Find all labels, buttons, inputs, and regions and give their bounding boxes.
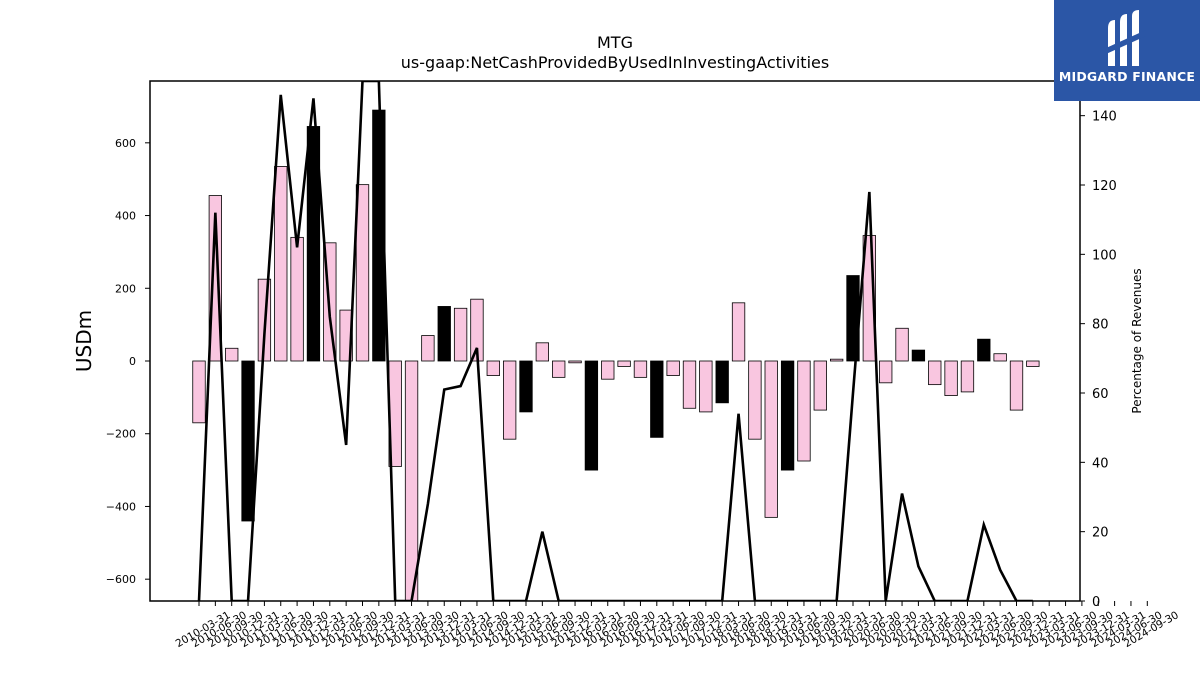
bar: [437, 306, 451, 362]
y-axis-label: USDm: [72, 310, 96, 372]
bar: [1026, 360, 1040, 367]
bar: [813, 360, 827, 411]
y2-tick-label: 80: [1092, 318, 1109, 333]
bar: [764, 360, 778, 518]
bar: [486, 360, 500, 376]
bar: [208, 195, 223, 362]
bar: [797, 360, 811, 462]
bar: [274, 166, 288, 362]
bar: [879, 360, 893, 384]
bar: [682, 360, 697, 409]
bar: [911, 349, 926, 362]
bar: [421, 335, 435, 362]
y-tick-label: 400: [115, 210, 136, 223]
y-tick-label: 200: [115, 282, 136, 295]
chart-title: MTG: [597, 33, 633, 52]
plot-area: −600 −400 −200 0 200 400 600 0 20 40 60 80 100 120 140…: [106, 80, 1181, 650]
bar: [748, 360, 762, 440]
bar: [944, 360, 958, 396]
y-tick-label: 0: [129, 355, 136, 368]
bar: [830, 358, 844, 362]
bar: [699, 360, 713, 413]
y-tick-label: 600: [115, 137, 136, 150]
bar: [355, 184, 370, 362]
bar: [290, 236, 304, 362]
bar: [502, 360, 517, 440]
bar: [715, 360, 729, 404]
y2-tick-label: 100: [1092, 248, 1117, 263]
bar: [453, 307, 468, 362]
bar: [404, 360, 419, 601]
bar: [225, 347, 239, 362]
bar: [1009, 360, 1024, 411]
y2-tick-label: 120: [1092, 179, 1117, 194]
logo-text: MIDGARD FINANCE: [1058, 69, 1196, 84]
bar: [928, 360, 942, 386]
y-tick-label: −200: [106, 428, 136, 441]
y-tick-label: −600: [106, 573, 136, 586]
y2-tick-label: 140: [1092, 110, 1117, 125]
bar: [601, 360, 615, 380]
bar: [633, 360, 648, 378]
bar: [960, 360, 975, 393]
bar: [650, 360, 664, 438]
bar: [731, 302, 746, 362]
chart-subtitle: us-gaap:NetCashProvidedByUsedInInvesting…: [401, 53, 829, 72]
bar: [977, 338, 991, 362]
bar: [192, 360, 206, 424]
line-group: [197, 81, 1033, 601]
bar: [535, 342, 549, 362]
y2-tick-label: 60: [1092, 387, 1109, 402]
bar: [568, 360, 582, 364]
bar: [617, 360, 631, 367]
logo-mark-icon: [1106, 10, 1146, 66]
bar: [666, 360, 680, 376]
bar: [306, 126, 321, 362]
y2-axis-label: Percentage of Revenues: [1130, 268, 1144, 413]
percentage-line: [197, 81, 1033, 601]
bar: [241, 360, 255, 522]
plot-frame: [149, 80, 1081, 602]
bar: [993, 353, 1007, 362]
bar: [519, 360, 533, 413]
y2-tick-label: 0: [1092, 595, 1100, 610]
y2-tick-label: 40: [1092, 456, 1109, 471]
y-tick-label: −400: [106, 500, 136, 513]
bar: [552, 360, 566, 378]
brand-logo: MIDGARD FINANCE: [1054, 0, 1200, 101]
bar: [895, 327, 909, 362]
bar: [780, 360, 795, 471]
bar: [584, 360, 599, 471]
y2-tick-label: 20: [1092, 526, 1109, 541]
